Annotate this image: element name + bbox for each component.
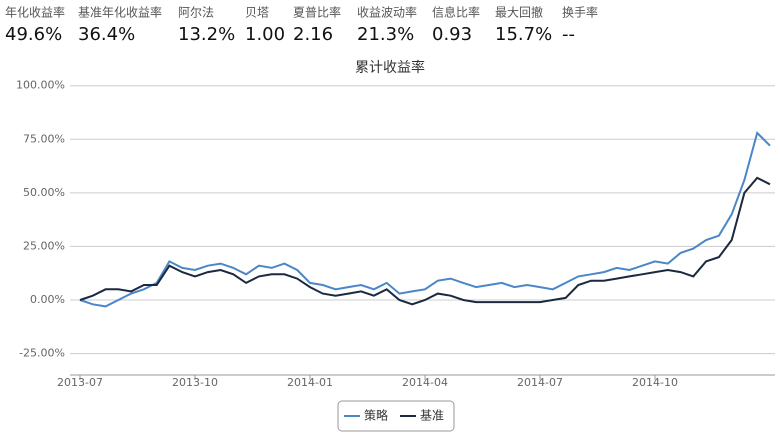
x-tick-label: 2014-04 (402, 376, 448, 389)
metric-label: 贝塔 (245, 6, 269, 20)
metric-value: 0.93 (432, 24, 472, 45)
legend-label: 策略 (364, 408, 388, 423)
metric-label: 年化收益率 (5, 5, 65, 20)
y-tick-label: -25.00% (19, 347, 65, 360)
metric-value: -- (562, 24, 575, 45)
y-tick-label: 100.00% (16, 79, 65, 92)
metric-label: 夏普比率 (293, 5, 341, 20)
chart-title: 累计收益率 (355, 59, 425, 76)
x-tick-label: 2014-10 (632, 376, 678, 389)
metric-value: 13.2% (178, 24, 235, 45)
x-tick-label: 2013-07 (57, 376, 103, 389)
metric-label: 最大回撤 (495, 5, 543, 20)
metric-value: 1.00 (245, 24, 285, 45)
x-tick-label: 2013-10 (172, 376, 218, 389)
metric-label: 信息比率 (432, 5, 480, 20)
series-line (79, 130, 771, 308)
y-tick-label: 25.00% (23, 239, 65, 252)
metric-label: 收益波动率 (357, 5, 417, 20)
y-tick-label: 50.00% (23, 186, 65, 199)
metric-label: 基准年化收益率 (78, 5, 162, 20)
metric-value: 21.3% (357, 24, 414, 45)
metric-value: 49.6% (5, 24, 62, 45)
y-tick-label: 0.00% (30, 293, 65, 306)
metric-value: 15.7% (495, 24, 552, 45)
legend-box (337, 400, 455, 432)
series-line (79, 176, 771, 306)
legend-label: 基准 (420, 409, 444, 423)
metric-value: 36.4% (78, 24, 135, 45)
y-tick-label: 75.00% (23, 132, 65, 145)
metric-value: 2.16 (293, 24, 333, 45)
metric-label: 阿尔法 (178, 5, 214, 20)
x-tick-label: 2014-01 (287, 376, 333, 389)
metric-label: 换手率 (562, 5, 598, 20)
x-tick-label: 2014-07 (517, 376, 563, 389)
